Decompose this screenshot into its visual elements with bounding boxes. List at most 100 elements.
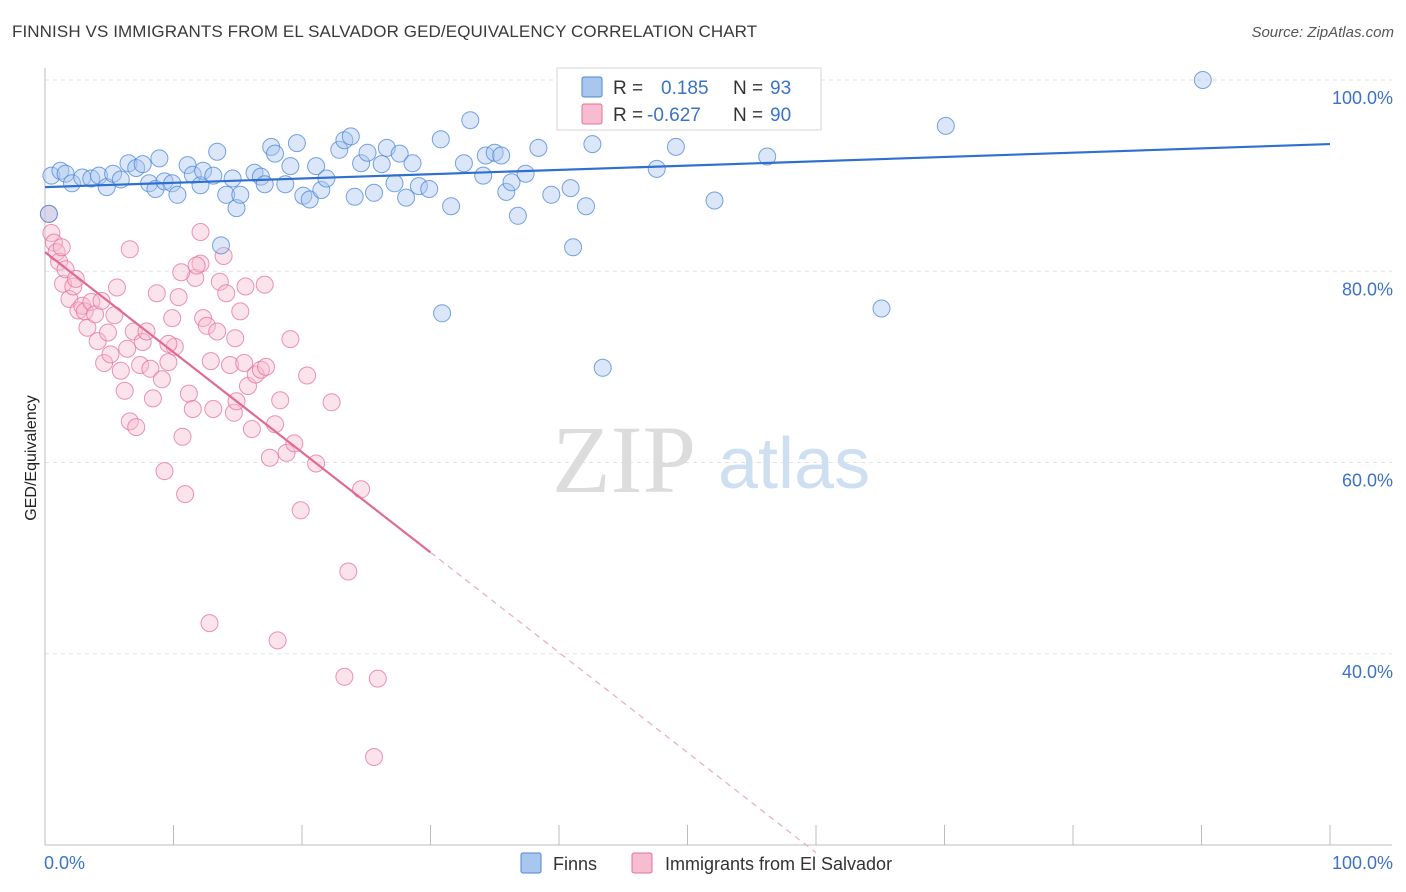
salvador-point bbox=[268, 631, 287, 650]
salvador-point bbox=[141, 359, 160, 378]
salvador-point bbox=[291, 501, 310, 520]
finns-point bbox=[666, 137, 685, 156]
finns-point bbox=[39, 204, 58, 223]
salvador-point bbox=[183, 400, 202, 418]
finns-point bbox=[529, 138, 548, 157]
finns-point bbox=[758, 147, 777, 166]
salvador-point bbox=[260, 448, 279, 467]
salvador-point bbox=[52, 238, 71, 257]
finns-point bbox=[390, 144, 409, 163]
finns-point bbox=[705, 191, 724, 210]
salvador-point bbox=[143, 389, 162, 408]
legend-finns-label: Finns bbox=[553, 854, 597, 874]
finns-point bbox=[178, 156, 197, 175]
salvador-point bbox=[271, 391, 290, 410]
x-tick-label-min: 0.0% bbox=[44, 853, 85, 873]
finns-point bbox=[341, 127, 360, 146]
salvador-point bbox=[210, 272, 229, 291]
finns-point bbox=[461, 111, 480, 130]
finns-point bbox=[442, 197, 461, 216]
salvador-point bbox=[159, 334, 178, 353]
salvador-point bbox=[163, 309, 182, 328]
finns-point bbox=[583, 135, 602, 154]
source-credit: Source: ZipAtlas.com bbox=[1251, 24, 1394, 41]
finns-trend-line bbox=[44, 142, 1331, 189]
salvador-point bbox=[231, 302, 250, 321]
stats-salvador-r-label: R = bbox=[613, 105, 643, 126]
stats-finns-r-label: R = bbox=[613, 78, 643, 99]
stats-finns-n-label: N = bbox=[733, 78, 763, 99]
finns-point bbox=[397, 188, 416, 207]
finns-point bbox=[420, 180, 439, 198]
salvador-point bbox=[191, 223, 210, 241]
salvador-point bbox=[120, 240, 139, 259]
finns-point bbox=[561, 179, 580, 198]
salvador-point bbox=[255, 275, 274, 294]
watermark: ZIP atlas bbox=[552, 406, 870, 513]
finns-point bbox=[508, 206, 527, 225]
series-salvador-points bbox=[39, 204, 387, 766]
finns-point bbox=[231, 185, 250, 204]
salvador-point bbox=[131, 356, 150, 374]
finns-point bbox=[454, 154, 473, 173]
salvador-point bbox=[172, 263, 191, 282]
finns-point bbox=[647, 159, 666, 178]
chart-title: FINNISH VS IMMIGRANTS FROM EL SALVADOR G… bbox=[12, 22, 758, 41]
salvador-point bbox=[111, 361, 130, 380]
finns-point bbox=[307, 157, 326, 176]
salvador-point bbox=[115, 381, 134, 400]
salvador-point bbox=[204, 400, 223, 418]
stats-salvador-r-value: -0.627 bbox=[647, 105, 701, 126]
salvador-point bbox=[251, 360, 270, 379]
salvador-point bbox=[118, 339, 137, 358]
finns-point bbox=[872, 299, 891, 318]
stats-salvador-n-value: 90 bbox=[770, 105, 791, 126]
finns-point bbox=[345, 187, 364, 206]
finns-point bbox=[168, 185, 187, 204]
y-tick-label: 40.0% bbox=[1342, 662, 1393, 682]
finns-point bbox=[403, 154, 422, 173]
finns-point bbox=[358, 143, 377, 162]
salvador-point bbox=[242, 420, 261, 438]
salvador-point bbox=[365, 748, 383, 766]
salvador-point bbox=[147, 284, 166, 303]
x-tick-label-max: 100.0% bbox=[1332, 853, 1393, 873]
salvador-point bbox=[277, 443, 296, 462]
finns-point bbox=[542, 185, 561, 204]
salvador-point bbox=[281, 330, 300, 349]
finns-point bbox=[42, 166, 61, 185]
axes: 100.0% 80.0% 60.0% 40.0% 0.0% 100.0% bbox=[44, 68, 1393, 873]
salvador-point bbox=[201, 352, 220, 371]
salvador-point bbox=[152, 370, 171, 389]
finns-point bbox=[372, 155, 391, 174]
stats-finns-swatch bbox=[581, 76, 603, 98]
salvador-point bbox=[298, 366, 317, 385]
finns-point bbox=[155, 172, 174, 191]
finns-point bbox=[431, 130, 450, 149]
salvador-point bbox=[226, 329, 245, 348]
finns-point bbox=[255, 175, 274, 194]
salvador-point bbox=[105, 306, 124, 325]
y-tick-label: 60.0% bbox=[1342, 471, 1393, 491]
finns-point bbox=[1193, 71, 1212, 89]
finns-point bbox=[593, 358, 612, 377]
salvador-point bbox=[368, 669, 387, 688]
salvador-point bbox=[92, 291, 111, 310]
salvador-point bbox=[335, 667, 354, 686]
finns-point bbox=[936, 116, 955, 135]
finns-point bbox=[266, 144, 284, 163]
salvador-point bbox=[187, 256, 206, 275]
salvador-point bbox=[246, 365, 265, 384]
finns-point bbox=[564, 238, 583, 257]
salvador-point bbox=[78, 318, 97, 337]
finns-point bbox=[516, 164, 535, 183]
salvador-point bbox=[208, 322, 227, 341]
y-tick-label: 80.0% bbox=[1342, 279, 1393, 299]
finns-point bbox=[63, 174, 81, 193]
finns-point bbox=[223, 169, 242, 188]
finns-point bbox=[365, 183, 383, 202]
finns-point bbox=[208, 142, 227, 161]
salvador-trend-line bbox=[44, 251, 432, 554]
finns-point bbox=[56, 164, 75, 183]
salvador-point bbox=[285, 434, 304, 453]
